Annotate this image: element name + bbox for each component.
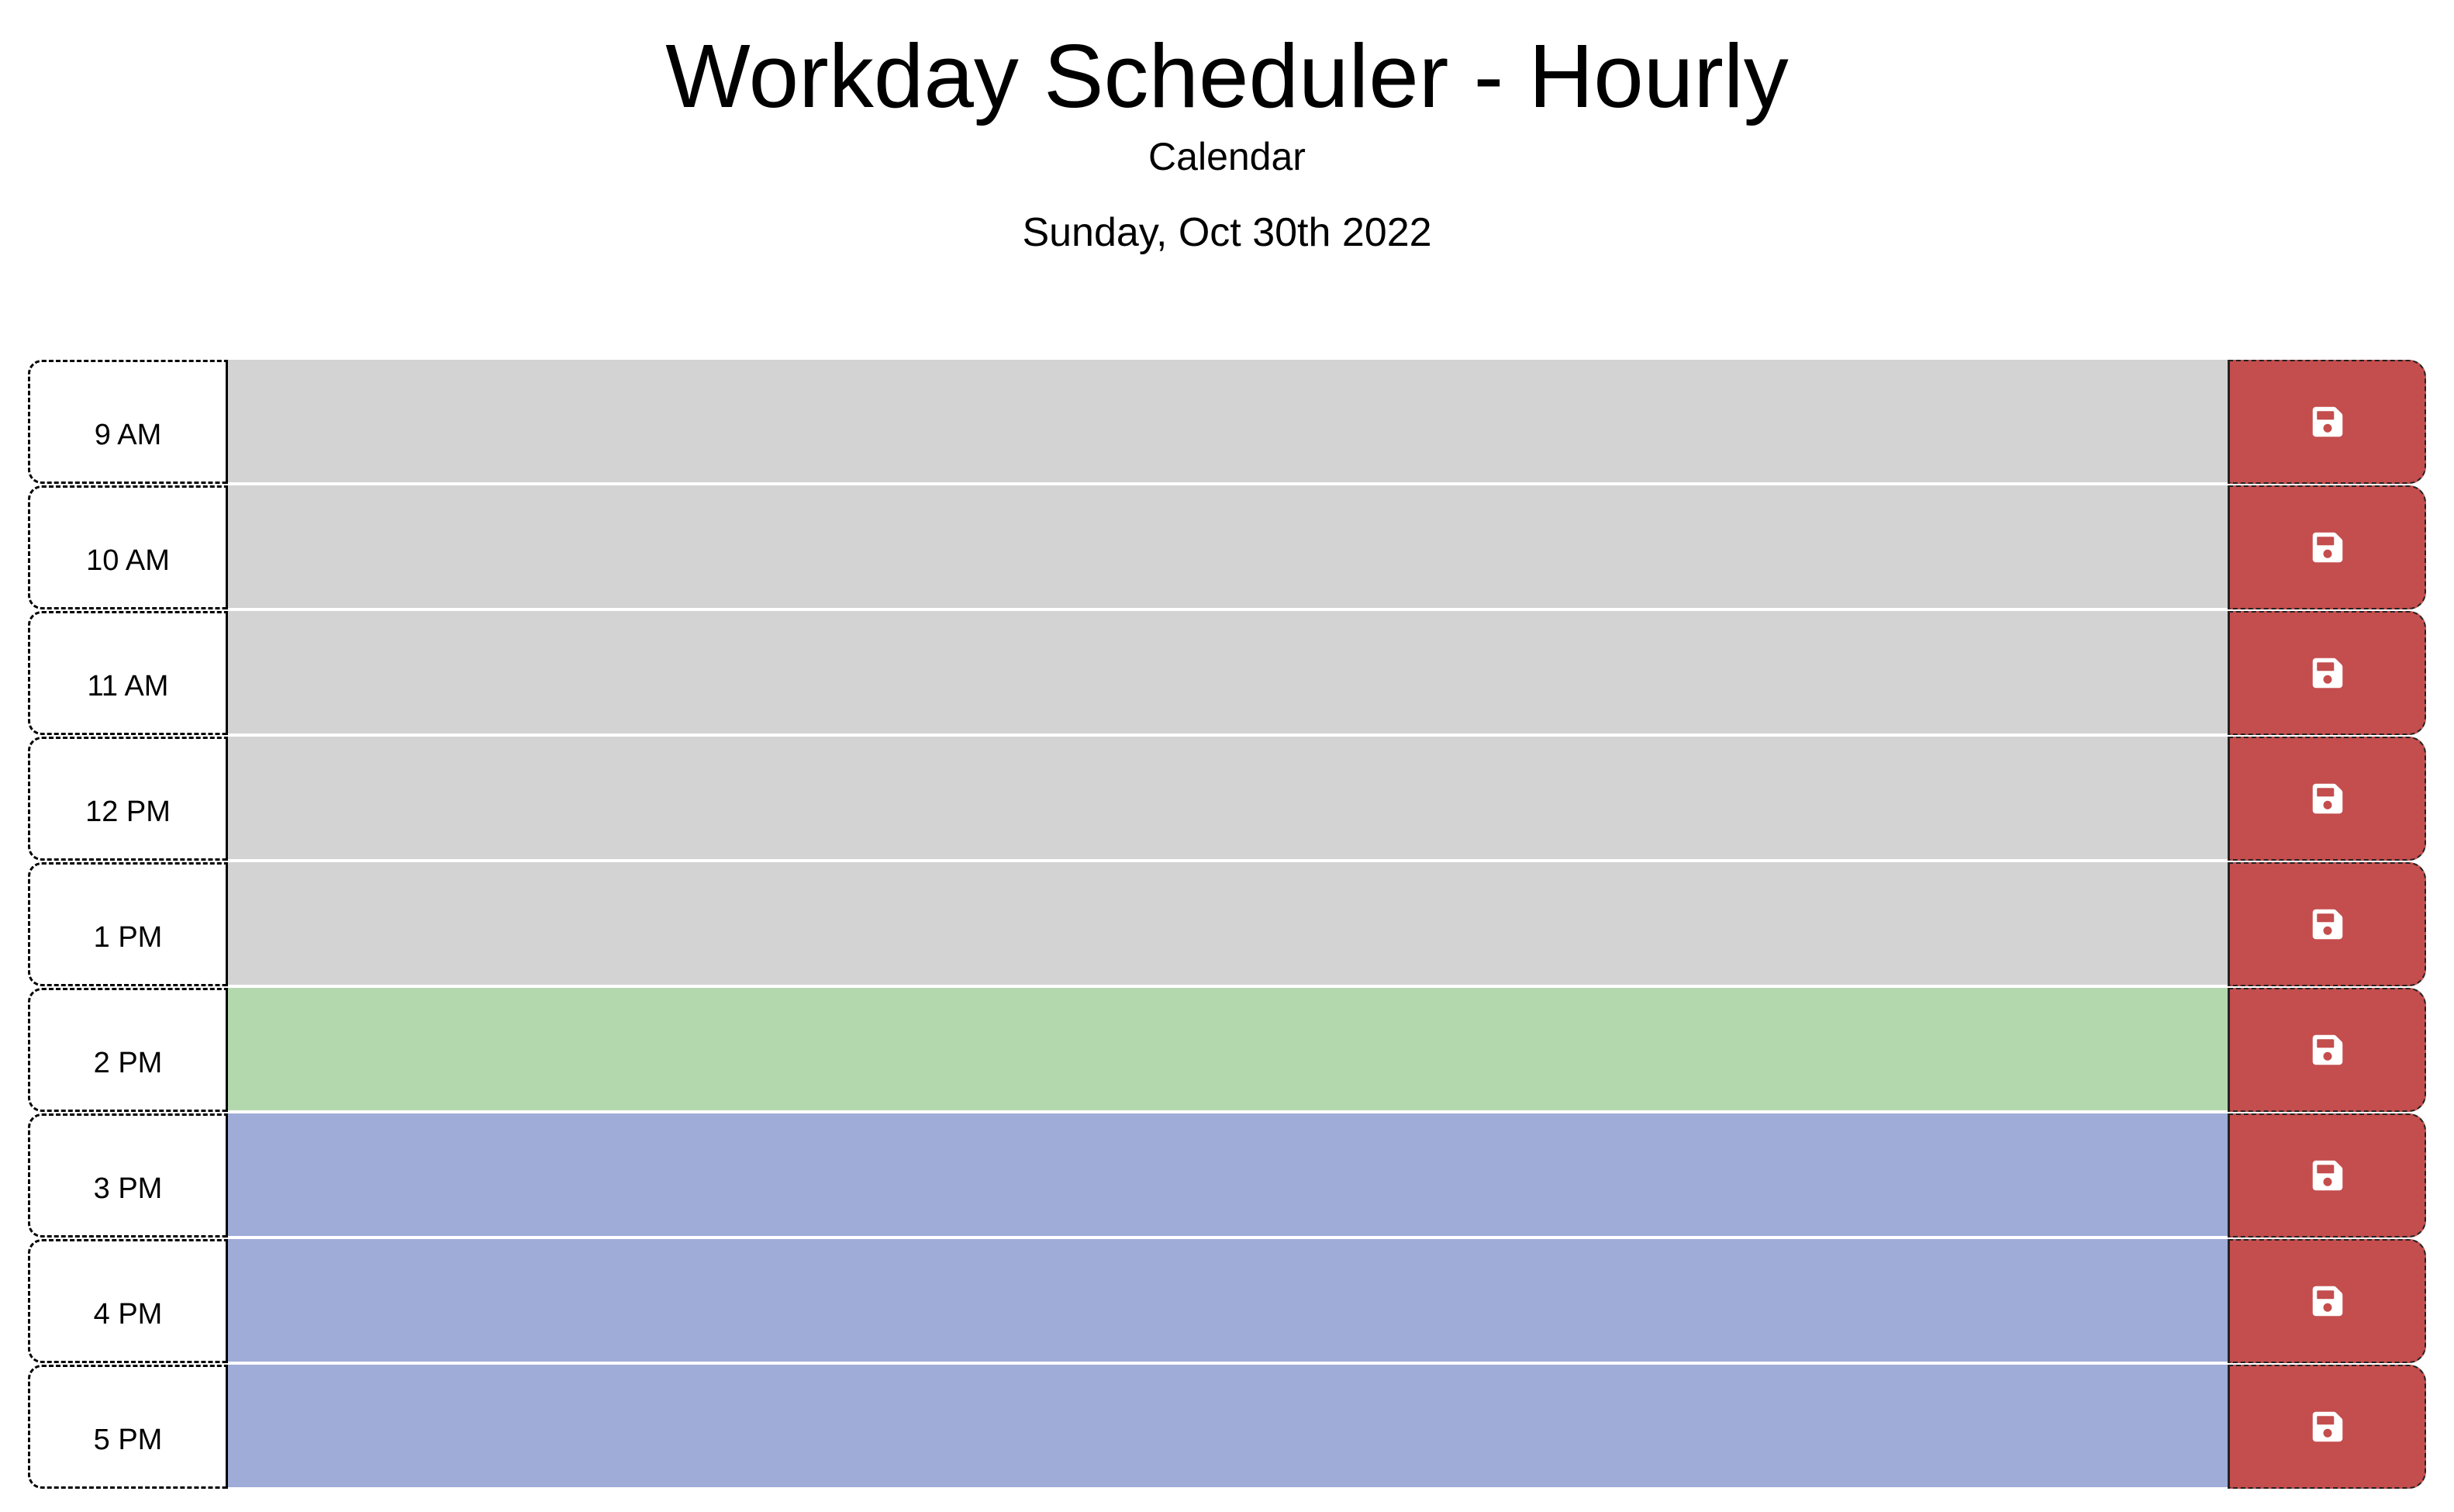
time-block-row: 9 AM	[28, 358, 2426, 484]
event-description-input[interactable]	[228, 737, 2228, 861]
floppy-disk-icon	[2311, 1158, 2345, 1193]
save-button[interactable]	[2228, 737, 2426, 861]
save-button[interactable]	[2228, 1113, 2426, 1238]
save-button[interactable]	[2228, 1239, 2426, 1363]
save-button[interactable]	[2228, 1365, 2426, 1489]
event-description-input[interactable]	[228, 1365, 2228, 1489]
event-description-input[interactable]	[228, 1113, 2228, 1238]
floppy-disk-icon	[2311, 907, 2345, 941]
event-description-input[interactable]	[228, 1239, 2228, 1363]
event-description-input[interactable]	[228, 485, 2228, 609]
schedule-container: 9 AM 10 AM 11 AM 12 PM 1 PM 2 PM 3 PM 4 PM 5 PM	[28, 358, 2426, 1489]
floppy-disk-icon	[2311, 405, 2345, 439]
time-block-row: 10 AM	[28, 484, 2426, 609]
hour-label: 12 PM	[28, 737, 228, 861]
hour-label: 10 AM	[28, 485, 228, 609]
time-block-row: 11 AM	[28, 609, 2426, 735]
page-subtitle: Calendar	[1148, 135, 1306, 178]
time-block-row: 1 PM	[28, 861, 2426, 986]
page-title: Workday Scheduler - Hourly	[665, 26, 1789, 126]
hour-label: 2 PM	[28, 988, 228, 1112]
save-button[interactable]	[2228, 485, 2426, 609]
floppy-disk-icon	[2311, 1033, 2345, 1067]
event-description-input[interactable]	[228, 611, 2228, 735]
time-block-row: 12 PM	[28, 735, 2426, 861]
event-description-input[interactable]	[228, 862, 2228, 986]
hour-label: 1 PM	[28, 862, 228, 986]
hour-label: 11 AM	[28, 611, 228, 735]
time-block-row: 3 PM	[28, 1112, 2426, 1238]
floppy-disk-icon	[2311, 656, 2345, 690]
save-button[interactable]	[2228, 862, 2426, 986]
hour-label: 4 PM	[28, 1239, 228, 1363]
save-button[interactable]	[2228, 611, 2426, 735]
current-date: Sunday, Oct 30th 2022	[1022, 210, 1432, 255]
floppy-disk-icon	[2311, 1410, 2345, 1444]
save-button[interactable]	[2228, 988, 2426, 1112]
time-block-row: 4 PM	[28, 1238, 2426, 1363]
event-description-input[interactable]	[228, 360, 2228, 484]
floppy-disk-icon	[2311, 1284, 2345, 1318]
hour-label: 5 PM	[28, 1365, 228, 1489]
floppy-disk-icon	[2311, 782, 2345, 816]
save-button[interactable]	[2228, 360, 2426, 484]
time-block-row: 2 PM	[28, 986, 2426, 1112]
floppy-disk-icon	[2311, 530, 2345, 564]
time-block-row: 5 PM	[28, 1363, 2426, 1489]
hour-label: 9 AM	[28, 360, 228, 484]
event-description-input[interactable]	[228, 988, 2228, 1112]
hour-label: 3 PM	[28, 1113, 228, 1238]
